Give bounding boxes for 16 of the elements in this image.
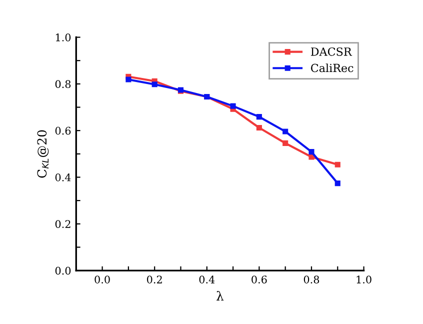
y-tick-label: 0.8: [55, 80, 71, 88]
y-tick-label: 0.4: [55, 173, 71, 182]
y-tick-label: 0.0: [55, 266, 71, 275]
legend-label: CaliRec: [311, 64, 354, 72]
y-tick-label: 1.0: [56, 33, 71, 42]
x-tick-label: 0.0: [94, 276, 110, 284]
y-tick-label: 0.6: [55, 126, 71, 135]
y-axis-title: C$_{KL}$@20: [37, 130, 49, 178]
x-tick-label: 0.8: [304, 276, 320, 284]
x-axis-title: λ: [216, 290, 224, 301]
legend-label: DACSR: [310, 47, 352, 56]
x-tick-label: 0.4: [199, 276, 215, 284]
x-tick-label: 0.6: [252, 276, 267, 284]
x-tick-label: 1.0: [356, 276, 372, 284]
x-tick-label: 0.2: [146, 276, 162, 284]
y-tick-label: 0.2: [55, 220, 70, 228]
